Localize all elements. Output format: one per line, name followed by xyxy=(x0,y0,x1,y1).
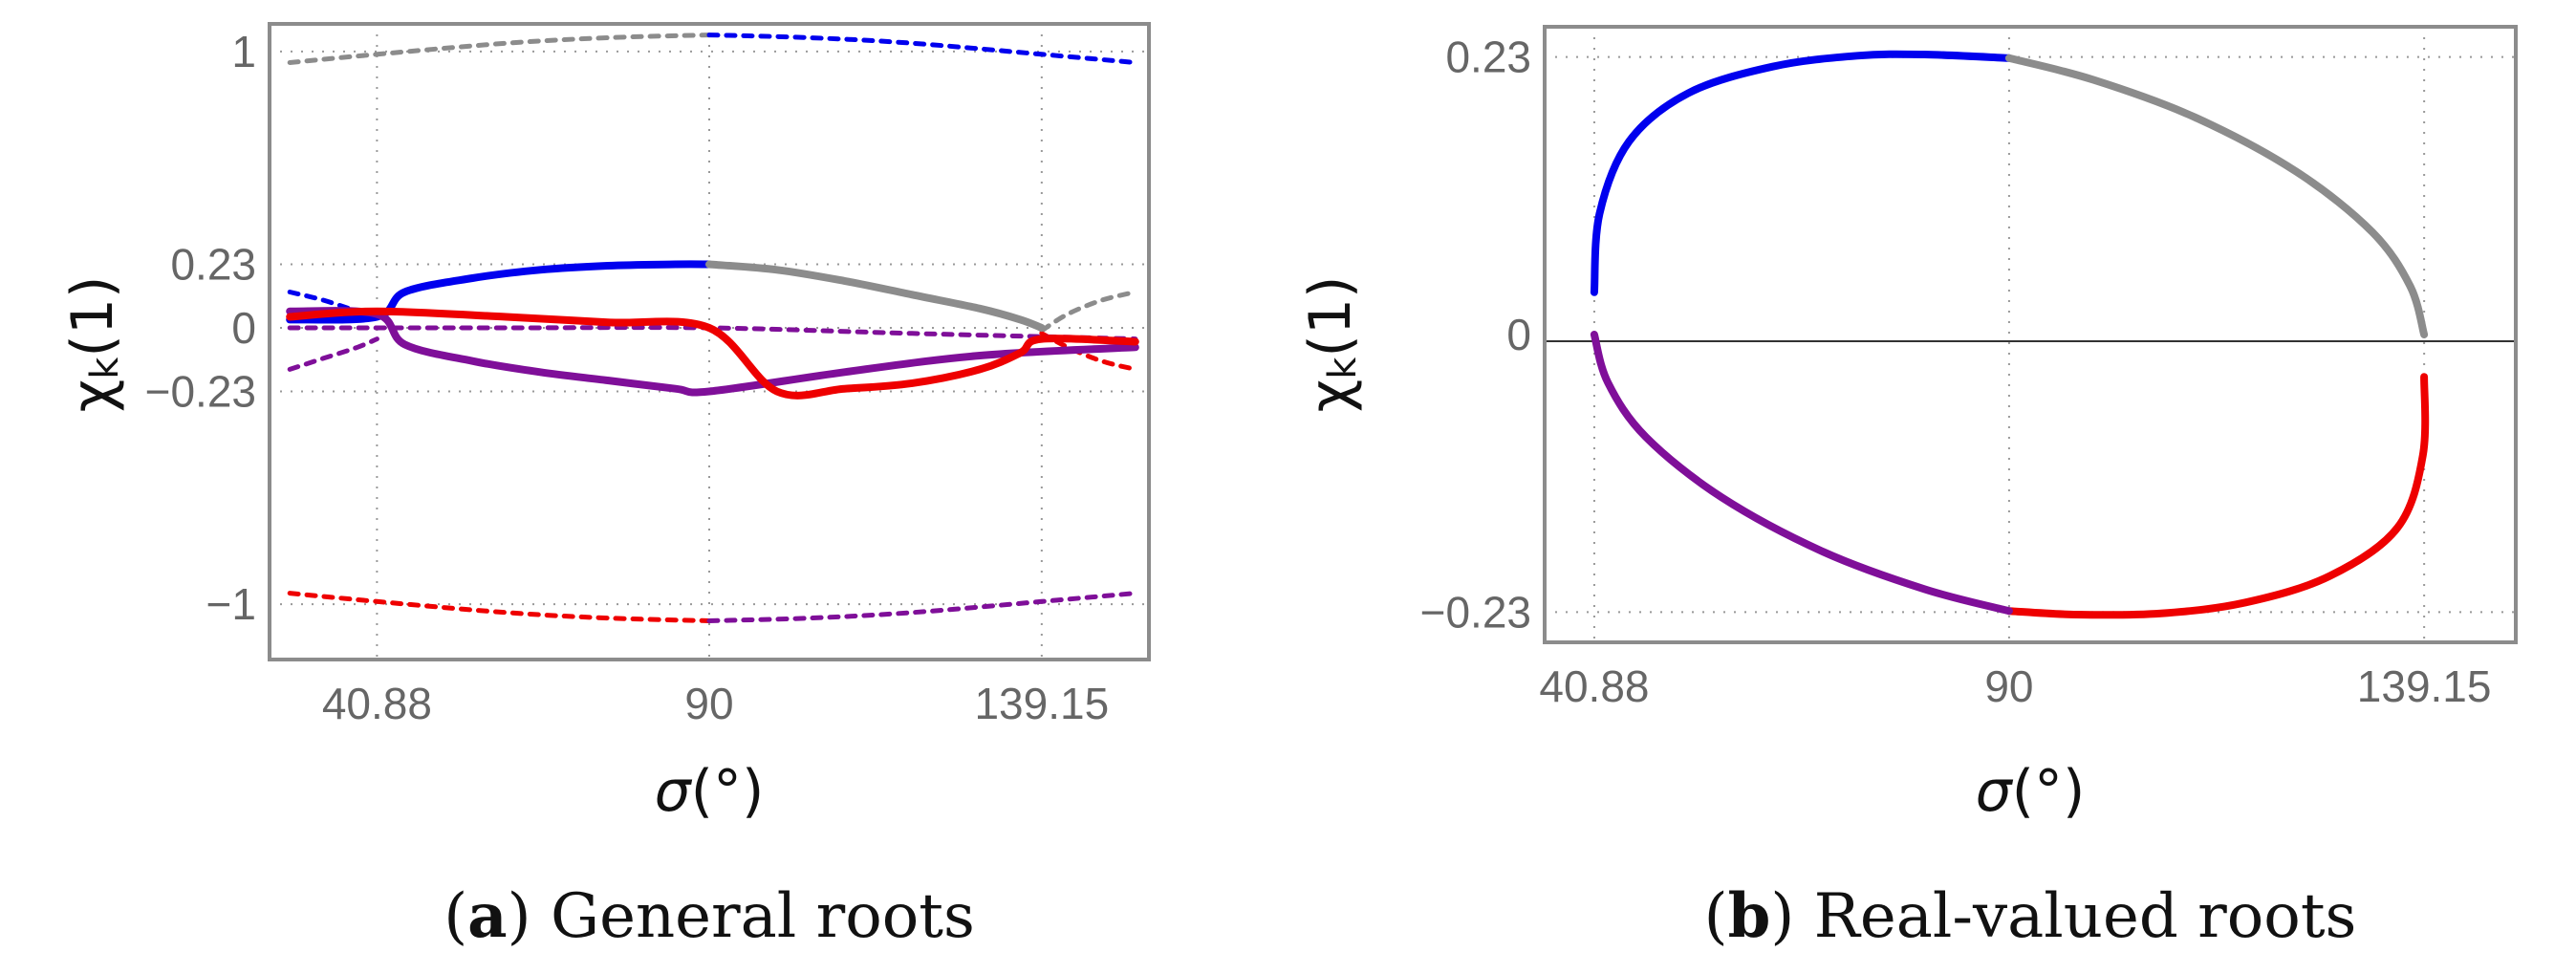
series-line-blue-solid xyxy=(1590,50,2013,296)
panel-a: 40.88 90 139.15 1 0.23 0 −0.23 −1 χk(1) σ(°) (a… xyxy=(59,22,1151,952)
series-line-blue-dashed xyxy=(706,32,1138,65)
series-line-purple-dashed xyxy=(287,336,379,372)
y-tick-label: 1 xyxy=(231,27,256,76)
series-line-red-solid xyxy=(286,307,1139,400)
panel-b-ylabel-symbol: χ xyxy=(1297,379,1364,413)
y-tick-label: 0.23 xyxy=(170,240,256,290)
series-line-blue-dashed xyxy=(287,290,379,319)
panel-a-ylabel: χk(1) xyxy=(59,276,127,413)
series-line-purple-solid xyxy=(1590,331,2013,616)
panel-a-series xyxy=(286,32,1139,623)
panel-a-caption-text: General roots xyxy=(551,881,975,952)
panel-b-caption-text: Real-valued roots xyxy=(1814,881,2357,952)
series-line-gray-solid xyxy=(705,260,1046,332)
panel-a-caption: (a) General roots xyxy=(444,880,975,952)
panel-b-ylabel-arg: (1) xyxy=(1297,276,1364,357)
y-tick-label: 0 xyxy=(231,303,256,353)
panel-a-frame xyxy=(268,22,1151,661)
panel-a-ylabel-symbol: χ xyxy=(59,379,126,413)
x-tick-label: 139.15 xyxy=(974,679,1109,728)
series-line-gray-solid xyxy=(2004,54,2429,338)
panel-b-xlabel-unit: (°) xyxy=(2012,758,2086,825)
panel-b-caption-key: b xyxy=(1728,880,1771,952)
panel-a-gridlines xyxy=(270,24,1149,660)
series-line-red-solid xyxy=(2004,373,2430,619)
series-line-purple-dashed xyxy=(706,591,1138,623)
panel-a-xlabel: σ(°) xyxy=(655,758,765,825)
y-tick-label: −0.23 xyxy=(1420,587,1531,637)
panel-b-xlabel-symbol: σ xyxy=(1976,758,2014,825)
x-tick-label: 40.88 xyxy=(1539,661,1649,711)
panel-a-tick-labels: 40.88 90 139.15 1 0.23 0 −0.23 −1 xyxy=(145,27,1110,728)
panel-a-xlabel-unit: (°) xyxy=(691,758,765,825)
x-tick-label: 90 xyxy=(1984,661,2033,711)
series-line-red-dashed xyxy=(287,591,712,623)
x-tick-label: 90 xyxy=(684,679,733,728)
panel-a-ylabel-sub: k xyxy=(83,357,127,379)
x-tick-label: 139.15 xyxy=(2357,661,2492,711)
panel-b: 40.88 90 139.15 0.23 0 −0.23 χk(1) σ(°) (b) R… xyxy=(1297,25,2518,952)
series-line-red-dashed xyxy=(1039,331,1138,372)
panel-a-xlabel-symbol: σ xyxy=(655,758,693,825)
series-line-gray-dashed xyxy=(1039,290,1138,334)
series-line-purple-solid xyxy=(286,307,1139,397)
panel-a-ylabel-arg: (1) xyxy=(59,276,126,357)
svg-text:χk(1): χk(1) xyxy=(59,276,127,413)
panel-b-ylabel-sub: k xyxy=(1321,357,1365,379)
y-tick-label: 0.23 xyxy=(1445,32,1531,82)
panel-b-frame xyxy=(1543,25,2518,644)
svg-text:χk(1): χk(1) xyxy=(1297,276,1365,413)
panel-b-caption: (b) Real-valued roots xyxy=(1704,880,2357,952)
series-line-gray-dashed xyxy=(287,32,712,65)
panel-b-tick-labels: 40.88 90 139.15 0.23 0 −0.23 xyxy=(1420,32,2492,711)
y-tick-label: −1 xyxy=(206,579,256,629)
panel-b-ylabel: χk(1) xyxy=(1297,276,1365,413)
x-tick-label: 40.88 xyxy=(322,679,432,728)
panel-b-xlabel: σ(°) xyxy=(1976,758,2086,825)
y-tick-label: 0 xyxy=(1506,310,1531,359)
panel-b-series xyxy=(1590,50,2430,619)
y-tick-label: −0.23 xyxy=(145,367,256,417)
panel-a-caption-key: a xyxy=(467,880,507,952)
